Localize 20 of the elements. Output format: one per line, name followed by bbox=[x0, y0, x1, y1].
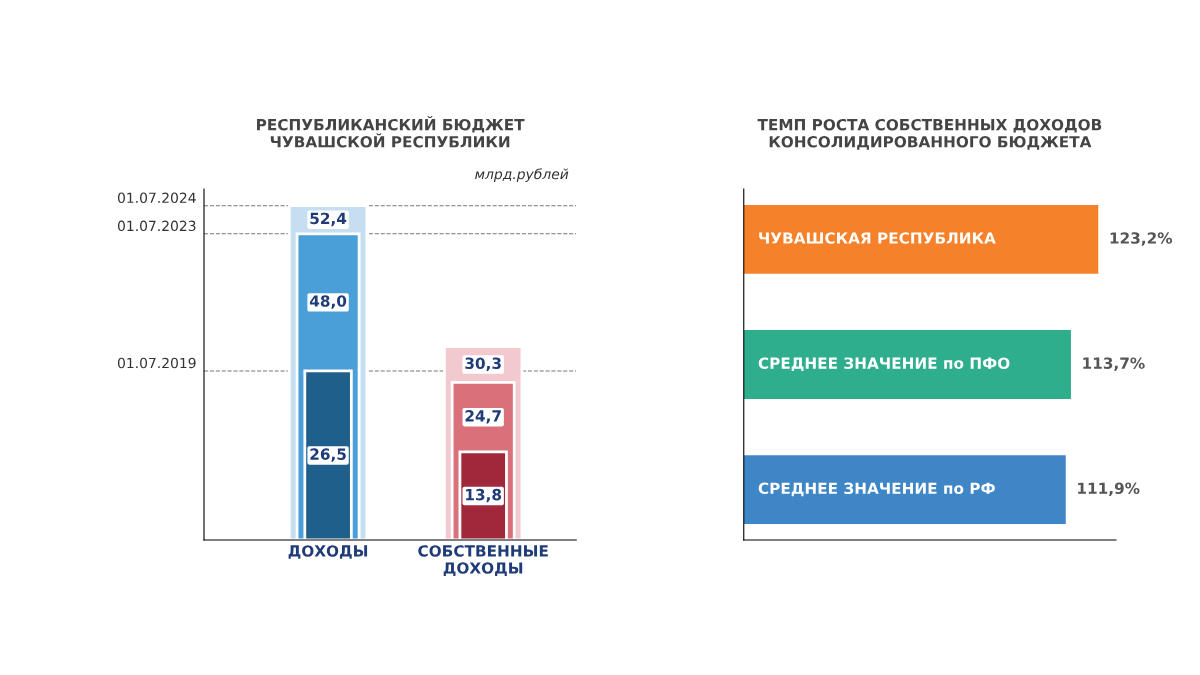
data-label: 113,7% bbox=[1083, 357, 1145, 371]
text: млрд.рублей bbox=[475, 168, 569, 182]
data-label: 48,0 bbox=[309, 295, 347, 309]
data-label: 24,7 bbox=[465, 410, 501, 424]
x-tick-label: СОБСТВЕННЫЕ ДОХОДЫ bbox=[418, 545, 548, 576]
chart-title: ТЕМП РОСТА СОБСТВЕННЫХ ДОХОДОВ КОНСОЛИДИРОВАННОГО БЮДЖЕТА bbox=[757, 118, 1102, 150]
data-label: 13,8 bbox=[466, 488, 502, 503]
data-label: 111,9% bbox=[1078, 482, 1140, 497]
chart-title: РЕСПУБЛИКАНСКИЙ БЮДЖЕТ ЧУВАШСКОЙ РЕСПУБЛИКИ bbox=[257, 116, 525, 148]
ref-line-label: 01.07.2024 bbox=[117, 192, 196, 204]
ref-line-label: 01.07.2019 bbox=[117, 357, 196, 369]
category-label: СРЕДНЕЕ ЗНАЧЕНИЕ по ПФО bbox=[758, 357, 1010, 372]
data-label: 26,5 bbox=[310, 448, 346, 462]
ref-line-label: 01.07.2023 bbox=[117, 220, 196, 232]
data-label: 123,2% bbox=[1110, 232, 1173, 246]
data-label: 52,4 bbox=[310, 212, 347, 227]
category-label: ЧУВАШСКАЯ РЕСПУБЛИКА bbox=[759, 232, 996, 244]
x-tick-label: ДОХОДЫ bbox=[288, 545, 368, 559]
data-label: 30,3 bbox=[465, 357, 501, 371]
category-label: СРЕДНЕЕ ЗНАЧЕНИЕ по РФ bbox=[758, 482, 995, 497]
